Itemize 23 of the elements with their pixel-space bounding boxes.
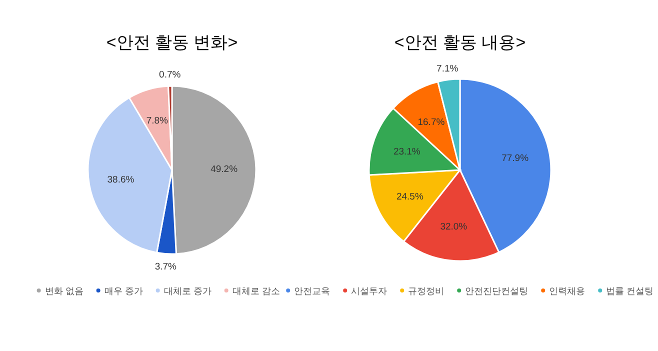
data-label: 0.7% (159, 70, 182, 81)
legend-label: 매우 증가 (104, 286, 143, 296)
data-label: 24.5% (396, 192, 424, 203)
legend-label: 대체로 감소 (232, 286, 280, 296)
legend-label: 시설투자 (351, 286, 388, 296)
data-label: 77.9% (502, 153, 530, 164)
data-label: 7.1% (436, 63, 459, 74)
legend-label: 변화 없음 (44, 286, 84, 296)
chart-title: <안전 활동 변화> (106, 33, 238, 52)
legend-label: 인력채용 (549, 286, 586, 296)
legend-label: 대체로 증가 (164, 286, 212, 296)
chart-title: <안전 활동 내용> (394, 33, 526, 52)
data-label: 38.6% (107, 174, 135, 186)
data-label: 32.0% (440, 222, 468, 233)
legend-label: 안전교육 (294, 286, 330, 296)
legend-label: 규정정비 (408, 286, 444, 296)
legend-label: 법률 컨설팅 (606, 286, 654, 296)
data-label: 3.7% (154, 261, 178, 272)
data-label: 49.2% (210, 164, 238, 176)
data-label: 16.7% (418, 116, 446, 128)
legend-label: 안전진단컨설팅 (465, 286, 528, 296)
data-label: 7.8% (146, 116, 169, 127)
data-label: 23.1% (393, 146, 421, 158)
